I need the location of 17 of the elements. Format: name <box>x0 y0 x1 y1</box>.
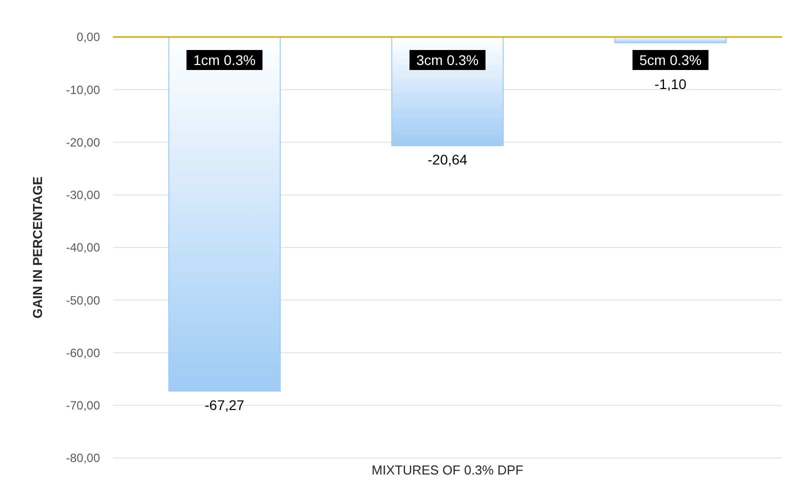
x-tick-label: 1cm 0.3% <box>193 52 256 68</box>
x-tick-label: 5cm 0.3% <box>639 52 702 68</box>
y-tick-label: 0,00 <box>76 30 100 44</box>
y-tick-label: -10,00 <box>66 82 100 97</box>
data-label: -67,27 <box>204 396 245 413</box>
data-label: -1,10 <box>654 76 687 92</box>
y-tick-label: -80,00 <box>66 451 100 466</box>
y-tick-label: -20,00 <box>66 135 100 150</box>
data-label: -20,64 <box>428 152 468 168</box>
y-tick-label: -70,00 <box>66 398 100 413</box>
y-tick-label: -30,00 <box>66 188 100 202</box>
y-tick-label: -60,00 <box>66 346 100 360</box>
y-tick-label: -40,00 <box>66 240 100 255</box>
x-axis-title: MIXTURES OF 0.3% DPF <box>372 462 524 478</box>
y-tick-label: -50,00 <box>66 293 100 308</box>
x-tick-label: 3cm 0.3% <box>416 52 479 68</box>
y-axis-title: GAIN IN PERCENTAGE <box>30 176 45 319</box>
